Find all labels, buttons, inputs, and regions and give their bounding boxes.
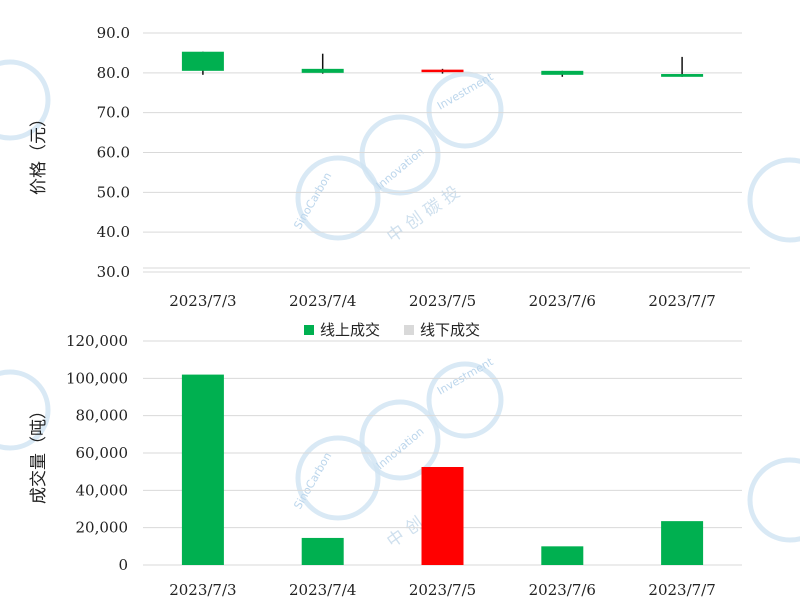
x-tick-label: 2023/7/3 <box>169 292 236 310</box>
x-tick-label: 2023/7/4 <box>289 581 356 599</box>
y-tick-label: 40,000 <box>76 481 129 499</box>
y-tick-label: 120,000 <box>66 332 128 350</box>
legend-swatch <box>404 325 414 335</box>
volume-bar <box>181 374 224 565</box>
x-tick-label: 2023/7/5 <box>409 292 476 310</box>
y-tick-label: 30.0 <box>97 263 130 281</box>
candle-body <box>661 74 704 77</box>
legend-label: 线下成交 <box>420 321 480 339</box>
volume-bar <box>421 467 464 565</box>
y-tick-label: 70.0 <box>97 104 130 122</box>
y-axis-label: 价格（元） <box>29 110 49 195</box>
y-tick-label: 20,000 <box>76 519 129 537</box>
candle-body <box>541 70 584 75</box>
x-tick-label: 2023/7/3 <box>169 581 236 599</box>
legend-swatch <box>304 325 314 335</box>
y-tick-label: 0 <box>118 556 128 574</box>
y-tick-label: 80,000 <box>76 407 129 425</box>
y-axis-label: 成交量（吨） <box>29 402 49 504</box>
volume-bar <box>661 521 704 565</box>
x-tick-label: 2023/7/6 <box>529 581 596 599</box>
x-tick-label: 2023/7/6 <box>529 292 596 310</box>
x-tick-label: 2023/7/4 <box>289 292 356 310</box>
y-tick-label: 80.0 <box>97 64 130 82</box>
x-tick-label: 2023/7/7 <box>648 292 715 310</box>
candle-body <box>421 69 464 73</box>
y-tick-label: 100,000 <box>66 369 128 387</box>
watermark-logo <box>0 59 800 543</box>
y-tick-label: 60,000 <box>76 444 129 462</box>
x-tick-label: 2023/7/5 <box>409 581 476 599</box>
y-tick-label: 40.0 <box>97 223 130 241</box>
candle-body <box>301 68 344 73</box>
y-tick-label: 50.0 <box>97 183 130 201</box>
y-tick-label: 90.0 <box>97 24 130 42</box>
legend-label: 线上成交 <box>320 321 380 339</box>
volume-bar <box>541 546 584 565</box>
candle-body <box>181 51 224 71</box>
volume-bar <box>301 537 344 565</box>
y-tick-label: 60.0 <box>97 144 130 162</box>
x-tick-label: 2023/7/7 <box>648 581 715 599</box>
